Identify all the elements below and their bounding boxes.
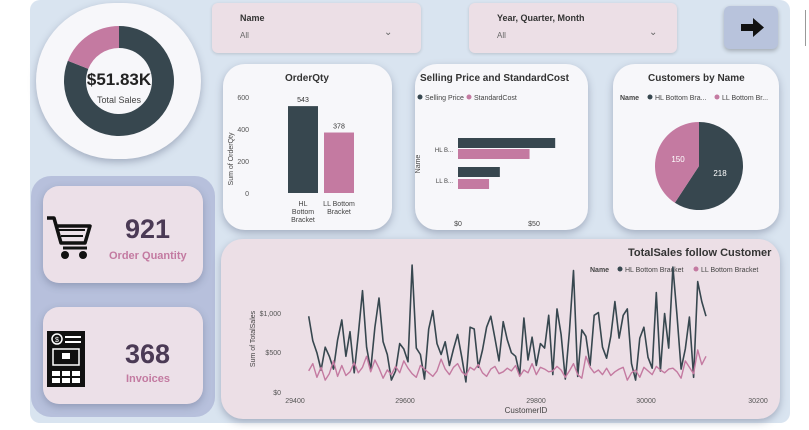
price-cost-title: Selling Price and StandardCost: [420, 73, 569, 84]
x-tick: $0: [454, 221, 462, 228]
invoices-value: 368: [125, 339, 171, 369]
donut-segment-dark: [63, 26, 175, 137]
arrow-right-icon: [741, 18, 764, 37]
y-tick: $1,000: [260, 311, 282, 318]
pie-data-label: 150: [671, 155, 685, 164]
svg-text:$: $: [55, 337, 59, 344]
legend-hl: HL Bottom Bra...: [655, 95, 707, 102]
y-tick: $0: [273, 390, 281, 397]
shopping-cart-icon: [47, 216, 92, 259]
customers-chart: Name HL Bottom Bra... LL Bottom Br... 21…: [620, 94, 768, 210]
x-tick: 30000: [636, 398, 656, 405]
period-filter-label: Year, Quarter, Month: [497, 13, 585, 23]
customers-card: Customers by Name Name HL Bottom Bra... …: [613, 64, 779, 230]
legend-title: Name: [620, 95, 639, 102]
customers-title: Customers by Name: [648, 73, 745, 84]
legend-standard-cost: StandardCost: [474, 95, 517, 102]
x-tick: LL Bottom: [323, 201, 355, 208]
legend-title: Name: [590, 267, 609, 274]
bar-ll-standard-cost: [458, 179, 490, 189]
legend-marker: [693, 266, 699, 272]
orderqty-card: OrderQty Sum of OrderQty 600 400 200 0 5…: [223, 64, 392, 230]
pie-slice-ll: [655, 122, 699, 203]
x-tick: HL: [299, 201, 308, 208]
price-cost-chart: Selling Price StandardCost Name HL B... …: [415, 94, 556, 228]
bar-ll-bottom-bracket: [324, 132, 354, 193]
y-tick: $500: [265, 350, 281, 357]
name-filter[interactable]: Name All ⌄: [212, 3, 421, 53]
legend-ll: LL Bottom Br...: [722, 95, 768, 102]
y-tick: LL B...: [436, 179, 453, 185]
price-cost-ylabel: Name: [415, 155, 422, 174]
totalsales-chart: Name HL Bottom Bracket LL Bottom Bracket…: [250, 264, 768, 415]
totalsales-xlabel: CustomerID: [505, 406, 548, 415]
chevron-down-icon[interactable]: ⌄: [384, 27, 393, 38]
x-tick: 29800: [526, 398, 546, 405]
line-hl-bottom-bracket: [307, 264, 707, 383]
orderqty-ylabel: Sum of OrderQty: [228, 132, 235, 185]
legend-selling-price: Selling Price: [425, 95, 464, 102]
line-ll-bottom-bracket: [308, 349, 707, 381]
y-tick: 400: [237, 127, 249, 134]
totalsales-title: TotalSales follow Customer: [628, 247, 772, 259]
chevron-down-icon[interactable]: ⌄: [649, 27, 658, 38]
y-tick: 0: [245, 191, 249, 198]
pie-data-label: 218: [713, 169, 727, 178]
invoice-icon: $: [47, 331, 85, 387]
y-tick: 600: [237, 95, 249, 102]
navigate-button[interactable]: [724, 6, 778, 49]
x-tick: $50: [528, 221, 540, 228]
legend-marker: [417, 94, 423, 100]
name-filter-label: Name: [240, 13, 265, 23]
bar-hl-selling-price: [458, 138, 556, 148]
bar-hl-bottom-bracket: [288, 106, 318, 193]
total-sales-donut: $51.83K Total Sales: [63, 26, 175, 137]
totalsales-ylabel: Sum of TotalSales: [250, 310, 257, 367]
x-tick: 29600: [395, 398, 415, 405]
order-quantity-label: Order Quantity: [109, 250, 187, 262]
legend-marker: [617, 266, 623, 272]
legend-ll: LL Bottom Bracket: [701, 267, 758, 274]
bar-hl-standard-cost: [458, 149, 530, 159]
orderqty-title: OrderQty: [285, 73, 329, 84]
x-tick: 30200: [748, 398, 768, 405]
bar-data-label: 378: [333, 124, 345, 131]
legend-marker: [466, 94, 472, 100]
total-sales-label: Total Sales: [97, 95, 142, 105]
y-tick: 200: [237, 159, 249, 166]
total-sales-value: $51.83K: [87, 70, 152, 89]
x-tick: 29400: [285, 398, 305, 405]
period-filter[interactable]: Year, Quarter, Month All ⌄: [469, 3, 677, 53]
x-tick: Bracket: [291, 217, 315, 224]
invoices-label: Invoices: [126, 373, 171, 385]
pie-slice-hl: [674, 122, 743, 210]
order-quantity-value: 921: [125, 214, 171, 244]
invoices-card: $ 368 Invoices: [43, 307, 203, 404]
donut-segment-pink: [67, 26, 119, 69]
orderqty-chart: Sum of OrderQty 600 400 200 0 543 378 HL…: [228, 95, 355, 224]
total-sales-card: $51.83K Total Sales: [36, 3, 201, 159]
y-tick: HL B...: [435, 148, 453, 154]
name-filter-value: All: [240, 31, 249, 40]
totalsales-card: TotalSales follow Customer Name HL Botto…: [221, 239, 780, 419]
edge-divider: [805, 10, 809, 46]
legend-marker: [714, 94, 720, 100]
x-tick: Bottom: [292, 209, 314, 216]
price-cost-card: Selling Price and StandardCost Selling P…: [415, 64, 588, 230]
order-quantity-card: 921 Order Quantity: [43, 186, 203, 283]
x-tick: Bracket: [327, 209, 351, 216]
legend-marker: [647, 94, 653, 100]
bar-ll-selling-price: [458, 167, 500, 177]
period-filter-value: All: [497, 31, 506, 40]
legend-hl: HL Bottom Bracket: [625, 267, 684, 274]
bar-data-label: 543: [297, 97, 309, 104]
